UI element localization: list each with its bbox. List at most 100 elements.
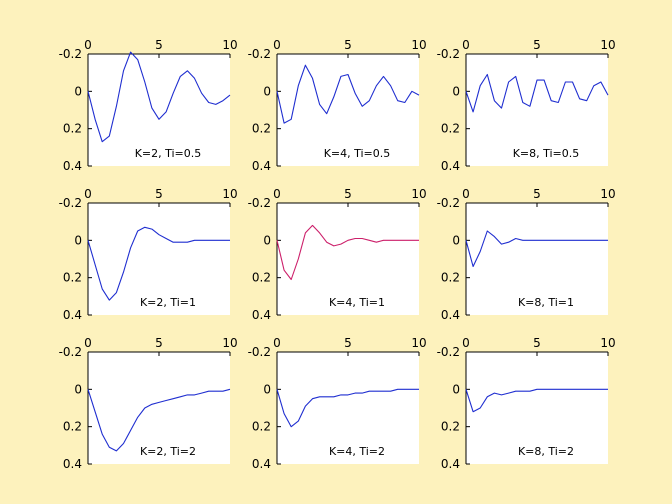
y-tick-label: -0.2 (437, 196, 460, 210)
x-tick-label: 5 (533, 38, 541, 52)
y-tick-label: 0.2 (63, 420, 82, 434)
y-tick-label: 0.4 (441, 159, 460, 173)
plot-area (88, 203, 230, 315)
y-tick-label: 0.4 (441, 308, 460, 322)
subplot-annotation: K=2, Ti=1 (140, 296, 196, 309)
plot-area (466, 54, 608, 166)
y-tick-label: 0.2 (441, 420, 460, 434)
y-tick-label: -0.2 (437, 345, 460, 359)
x-tick-label: 5 (533, 336, 541, 350)
series-line (465, 73, 609, 113)
x-tick-label: 5 (533, 187, 541, 201)
series-line (276, 388, 419, 428)
y-tick-label: 0.4 (252, 159, 271, 173)
x-tick-label: 10 (411, 38, 426, 52)
y-tick-label: 0.2 (63, 122, 82, 136)
subplot-annotation: K=4, Ti=2 (329, 445, 385, 458)
y-tick-label: 0.4 (63, 457, 82, 471)
y-tick-label: -0.2 (59, 196, 82, 210)
x-tick-label: 10 (222, 336, 237, 350)
x-tick-label: 10 (222, 38, 237, 52)
x-tick-label: 5 (155, 38, 163, 52)
series-line (465, 388, 608, 413)
subplot-3: 0 5 10-0.200.20.4K=8, Ti=0.5 (437, 38, 616, 173)
x-tick-label: 0 (84, 187, 92, 201)
y-tick-label: 0.2 (63, 271, 82, 285)
series-line (276, 64, 420, 124)
y-tick-label: -0.2 (248, 196, 271, 210)
subplot-7: 0 5 10-0.200.20.4K=2, Ti=2 (59, 336, 238, 471)
y-tick-label: 0.4 (63, 159, 82, 173)
y-tick-label: -0.2 (248, 47, 271, 61)
subplot-annotation: K=8, Ti=2 (518, 445, 574, 458)
x-tick-label: 10 (600, 38, 615, 52)
x-tick-label: 10 (600, 187, 615, 201)
subplot-8: 0 5 10-0.200.20.4K=4, Ti=2 (248, 336, 427, 471)
x-tick-label: 0 (273, 38, 281, 52)
y-tick-label: 0 (263, 233, 271, 247)
y-tick-label: 0 (74, 382, 82, 396)
subplot-9: 0 5 10-0.200.20.4K=8, Ti=2 (437, 336, 616, 471)
y-tick-label: -0.2 (59, 345, 82, 359)
subplot-annotation: K=4, Ti=1 (329, 296, 385, 309)
x-tick-label: 10 (411, 187, 426, 201)
y-tick-label: -0.2 (59, 47, 82, 61)
subplot-annotation: K=2, Ti=2 (140, 445, 196, 458)
y-tick-label: 0.4 (252, 308, 271, 322)
plot-area (88, 352, 230, 464)
y-tick-label: 0 (74, 84, 82, 98)
x-tick-label: 0 (462, 336, 470, 350)
y-tick-label: 0.2 (441, 271, 460, 285)
x-tick-label: 0 (84, 38, 92, 52)
subplot-1: 0 5 10-0.200.20.4K=2, Ti=0.5 (59, 38, 238, 173)
series-line (87, 226, 230, 301)
y-tick-label: 0 (452, 382, 460, 396)
y-tick-label: 0 (263, 382, 271, 396)
plot-area (466, 352, 608, 464)
y-tick-label: 0.4 (63, 308, 82, 322)
y-tick-label: 0.2 (252, 420, 271, 434)
x-tick-label: 10 (222, 187, 237, 201)
x-tick-label: 5 (344, 336, 352, 350)
series-line (276, 224, 419, 281)
x-tick-label: 5 (155, 187, 163, 201)
x-tick-label: 0 (462, 187, 470, 201)
y-tick-label: 0 (452, 233, 460, 247)
x-tick-label: 5 (344, 187, 352, 201)
subplot-5: 0 5 10-0.200.20.4K=4, Ti=1 (248, 187, 427, 322)
y-tick-label: 0 (452, 84, 460, 98)
subplot-2: 0 5 10-0.200.20.4K=4, Ti=0.5 (248, 38, 427, 173)
x-tick-label: 10 (600, 336, 615, 350)
series-line (87, 51, 231, 143)
x-tick-label: 5 (155, 336, 163, 350)
y-tick-label: 0 (74, 233, 82, 247)
plot-area (277, 352, 419, 464)
subplot-annotation: K=2, Ti=0.5 (135, 147, 202, 160)
subplot-4: 0 5 10-0.200.20.4K=2, Ti=1 (59, 187, 238, 322)
plot-area (88, 54, 230, 166)
series-line (465, 230, 608, 268)
plot-area (277, 54, 419, 166)
x-tick-label: 0 (273, 336, 281, 350)
subplot-annotation: K=8, Ti=0.5 (513, 147, 580, 160)
y-tick-label: 0.2 (441, 122, 460, 136)
plot-area (277, 203, 419, 315)
x-tick-label: 5 (344, 38, 352, 52)
y-tick-label: 0.4 (252, 457, 271, 471)
subplot-annotation: K=4, Ti=0.5 (324, 147, 391, 160)
y-tick-label: -0.2 (248, 345, 271, 359)
x-tick-label: 0 (273, 187, 281, 201)
y-tick-label: -0.2 (437, 47, 460, 61)
plot-area (466, 203, 608, 315)
y-tick-label: 0.4 (441, 457, 460, 471)
x-tick-label: 0 (84, 336, 92, 350)
x-tick-label: 0 (462, 38, 470, 52)
subplot-annotation: K=8, Ti=1 (518, 296, 574, 309)
y-tick-label: 0.2 (252, 122, 271, 136)
y-tick-label: 0 (263, 84, 271, 98)
subplot-6: 0 5 10-0.200.20.4K=8, Ti=1 (437, 187, 616, 322)
x-tick-label: 10 (411, 336, 426, 350)
series-line (87, 388, 231, 452)
y-tick-label: 0.2 (252, 271, 271, 285)
